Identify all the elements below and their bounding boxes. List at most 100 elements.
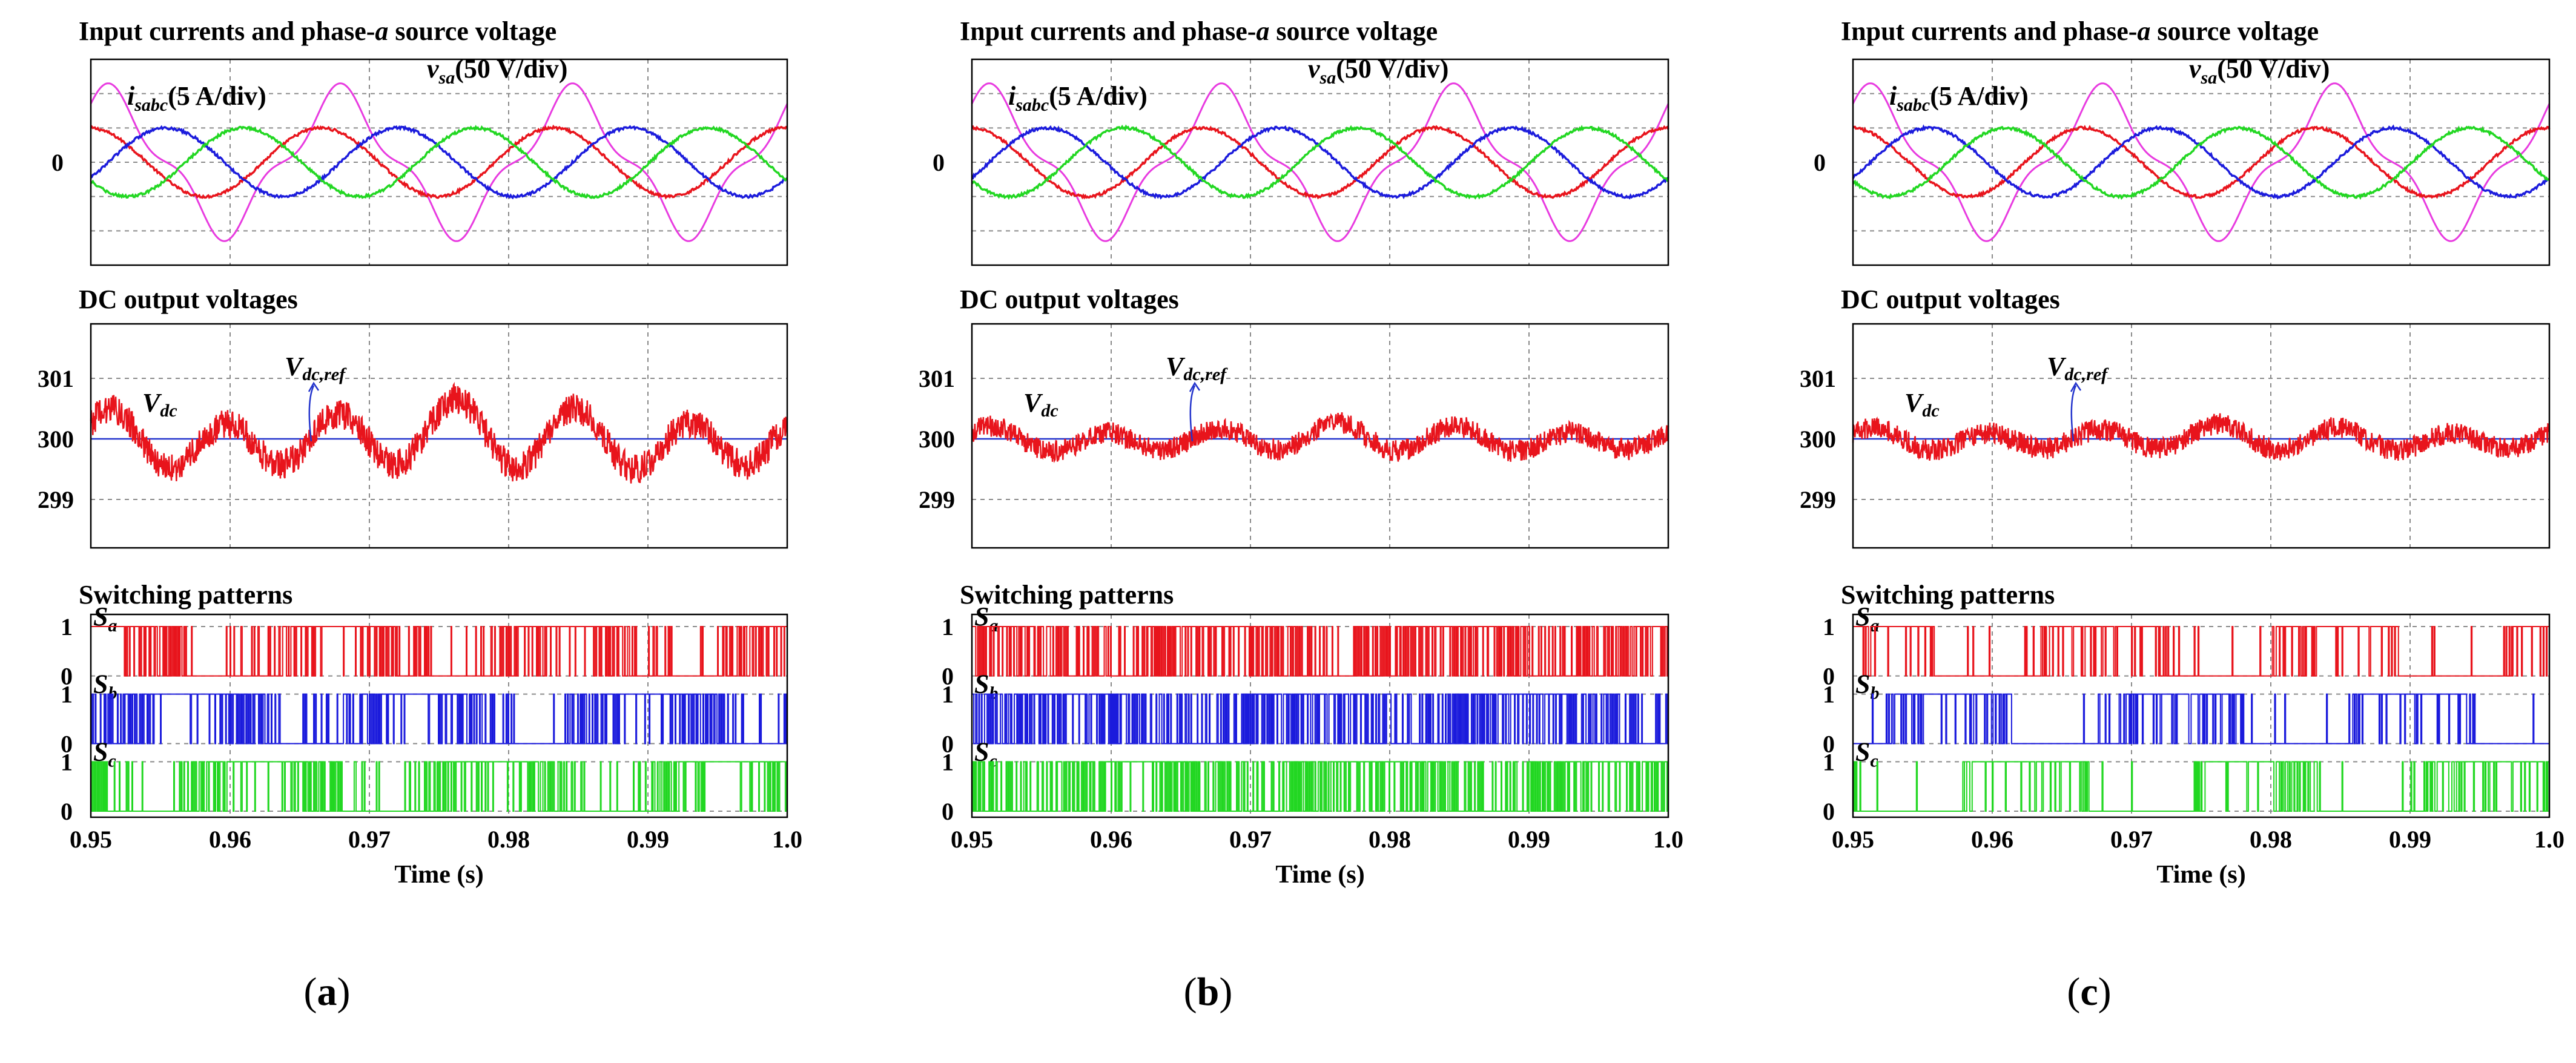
panel-caption: (c): [2067, 970, 2111, 1014]
text-span: V: [2047, 352, 2067, 381]
switching-plot-frame: [1852, 613, 2551, 818]
phase-b-current-trace: [971, 125, 1669, 200]
switching-signal-trace: [90, 761, 788, 812]
x-tick: 0.96: [1971, 826, 2013, 853]
vdc-ref-arrow-shaft: [2070, 385, 2077, 442]
text-span: sa: [438, 68, 455, 88]
text-span: c: [2080, 970, 2098, 1014]
text-span: v: [2189, 54, 2201, 84]
text-span: source voltage: [1269, 16, 1438, 46]
vdc-ref-label: Vdc,ref: [1166, 352, 1228, 384]
vdc-trace: [1852, 413, 2551, 461]
x-axis-label: Time (s): [394, 861, 483, 889]
text-span: (50 V/div): [455, 54, 567, 84]
vdc-ref-arrow-shaft: [308, 385, 315, 442]
x-tick: 1.0: [2534, 826, 2564, 853]
x-axis-label: Time (s): [2156, 861, 2245, 889]
vdc-ref-arrow-head: [2070, 381, 2082, 392]
text-span: (50 V/div): [2217, 54, 2330, 84]
x-tick: 0.97: [2110, 826, 2153, 853]
text-span: dc,ref: [1183, 364, 1228, 384]
switching-signal-trace: [90, 693, 788, 745]
x-tick: 0.97: [348, 826, 391, 853]
current-label: isabc(5 A/div): [1008, 81, 1148, 115]
dc-y-tick: 301: [919, 365, 955, 392]
switch-high-tick: 1: [1823, 748, 1835, 775]
voltage-label: vsa(50 V/div): [427, 54, 567, 88]
switching-signal-trace: [1852, 761, 2550, 812]
switch-low-tick: 0: [1823, 663, 1835, 690]
text-span: a: [2137, 16, 2150, 46]
dc-plot-frame: [90, 323, 788, 549]
text-span: a: [108, 616, 117, 636]
dc-title: DC output voltages: [79, 285, 298, 314]
text-span: b: [1197, 970, 1220, 1014]
text-span: (: [2067, 970, 2080, 1014]
switching-signal-trace: [90, 626, 788, 677]
current-label: isabc(5 A/div): [1889, 81, 2029, 115]
vdc-trace: [90, 381, 788, 484]
text-span: b: [1870, 683, 1879, 703]
switch-low-tick: 0: [942, 798, 954, 825]
currents-title: Input currents and phase-a source voltag…: [960, 16, 1438, 46]
dc-y-tick: 299: [38, 486, 74, 513]
text-span: sabc: [1896, 95, 1930, 115]
text-span: v: [1308, 54, 1320, 84]
phase-a-current-trace: [90, 124, 788, 200]
x-tick: 0.99: [1508, 826, 1550, 853]
switching-signal-trace: [971, 693, 1668, 745]
vdc-ref-label: Vdc,ref: [2047, 352, 2109, 384]
switch-high-tick: 1: [942, 681, 954, 708]
switch-low-tick: 0: [61, 730, 73, 757]
text-span: i: [1008, 81, 1016, 111]
phase-c-current-trace: [1852, 125, 2551, 200]
switch-low-tick: 0: [1823, 798, 1835, 825]
text-span: dc: [1922, 401, 1939, 421]
x-tick: 1.0: [1653, 826, 1683, 853]
text-span: (5 A/div): [168, 81, 266, 111]
x-tick: 0.97: [1229, 826, 1272, 853]
x-tick: 0.96: [1090, 826, 1132, 853]
phase-a-current-trace: [971, 125, 1669, 200]
switching-title: Switching patterns: [960, 580, 1174, 610]
switching-title: Switching patterns: [79, 580, 292, 610]
switching-signal-trace: [1852, 626, 2549, 677]
text-span: V: [285, 352, 305, 381]
panel-caption: (a): [304, 970, 351, 1014]
switching-signal-trace: [972, 761, 1669, 812]
x-tick: 0.98: [1369, 826, 1411, 853]
x-tick: 1.0: [772, 826, 802, 853]
phase-b-current-trace: [90, 125, 788, 200]
dc-title: DC output voltages: [960, 285, 1179, 314]
dc-y-tick: 301: [1800, 365, 1836, 392]
voltage-label: vsa(50 V/div): [1308, 54, 1448, 88]
switching-plot-frame: [971, 613, 1669, 818]
text-span: sa: [2201, 68, 2218, 88]
x-tick: 0.98: [2250, 826, 2292, 853]
dc-plot-frame: [1852, 323, 2551, 549]
x-tick: 0.95: [951, 826, 993, 853]
phase-c-current-trace: [971, 124, 1669, 200]
text-span: V: [1023, 388, 1043, 418]
text-span: ): [1219, 970, 1232, 1014]
text-span: i: [1889, 81, 1897, 111]
x-tick: 0.95: [1832, 826, 1874, 853]
dc-title: DC output voltages: [1841, 285, 2060, 314]
panel-b: Input currents and phase-a source voltag…: [919, 16, 1683, 1014]
dc-y-tick: 299: [919, 486, 955, 513]
switch-low-tick: 0: [942, 663, 954, 690]
currents-plot-frame: [971, 58, 1669, 266]
dc-y-tick: 300: [919, 426, 955, 453]
voltage-label: vsa(50 V/div): [2189, 54, 2330, 88]
vdc-label: Vdc: [142, 388, 177, 421]
switch-low-tick: 0: [942, 730, 954, 757]
switch-high-tick: 1: [1823, 613, 1835, 640]
current-label: isabc(5 A/div): [127, 81, 266, 115]
x-tick: 0.96: [209, 826, 251, 853]
vdc-ref-label: Vdc,ref: [285, 352, 347, 384]
text-span: V: [142, 388, 162, 418]
text-span: sabc: [134, 95, 168, 115]
vdc-ref-arrow-head: [1189, 381, 1201, 392]
source-voltage-trace: [90, 82, 788, 242]
